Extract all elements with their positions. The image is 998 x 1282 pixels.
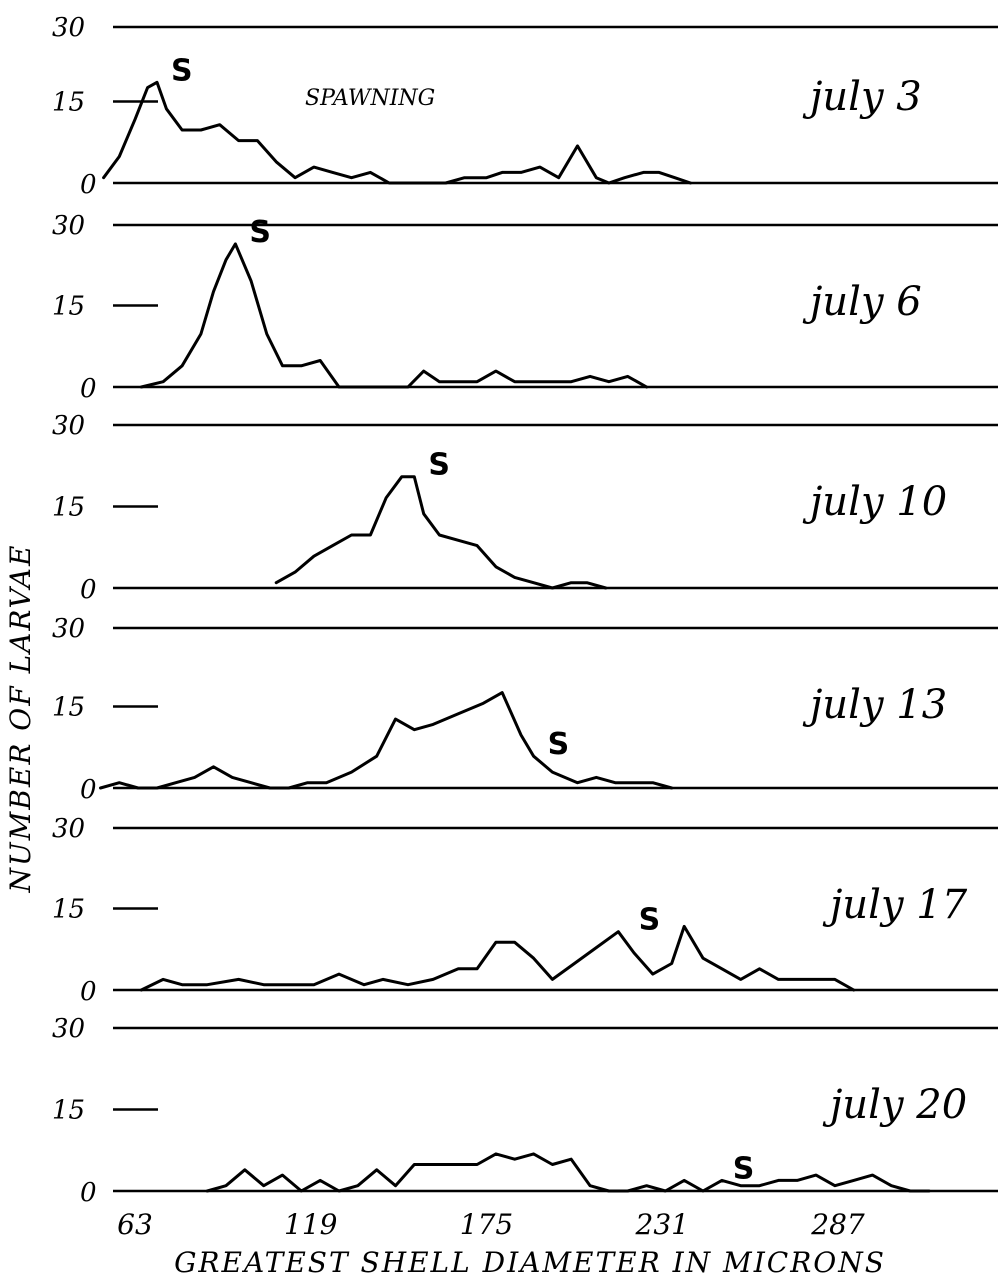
x-tick-labels: 63 119 175 231 287	[117, 1208, 865, 1241]
x-tick-label: 175	[460, 1208, 513, 1241]
x-tick-label: 119	[284, 1208, 337, 1241]
y-tick-0: 0	[80, 374, 97, 404]
y-tick-30: 30	[52, 211, 85, 241]
x-tick-label: 287	[810, 1208, 865, 1241]
series-line	[139, 924, 856, 992]
x-axis-label: GREATEST SHELL DIAMETER IN MICRONS	[174, 1246, 886, 1279]
y-tick-15: 15	[52, 88, 85, 118]
series-line	[102, 80, 692, 185]
panel-date-label: july 6	[802, 279, 922, 325]
series-line	[274, 475, 608, 590]
series-line	[139, 242, 649, 389]
series-line	[205, 1152, 931, 1193]
spawn-marker: S	[171, 53, 193, 88]
panel-date-label: july 17	[822, 882, 968, 928]
spawn-marker: S	[548, 727, 570, 762]
y-tick-30: 30	[52, 814, 85, 844]
spawning-annotation: SPAWNING	[305, 86, 435, 111]
y-axis-label: NUMBER OF LARVAE	[4, 544, 37, 894]
y-tick-15: 15	[52, 292, 85, 322]
y-tick-0: 0	[80, 1178, 97, 1208]
spawn-marker: S	[249, 215, 271, 250]
panel-date-label: july 13	[802, 682, 947, 728]
y-tick-15: 15	[52, 895, 85, 925]
spawn-marker: S	[733, 1151, 755, 1186]
y-tick-30: 30	[52, 411, 85, 441]
y-tick-15: 15	[52, 493, 85, 523]
x-tick-label: 63	[117, 1208, 153, 1241]
y-tick-0: 0	[80, 575, 97, 605]
y-tick-15: 15	[52, 1096, 85, 1126]
series-line	[99, 691, 674, 790]
panel-date-label: july 20	[822, 1082, 967, 1128]
y-tick-30: 30	[52, 614, 85, 644]
panel-5: 30 15 0 S july 17	[52, 814, 998, 1007]
spawn-marker: S	[639, 903, 661, 938]
spawn-marker: S	[428, 448, 450, 483]
y-tick-0: 0	[80, 977, 97, 1007]
y-tick-30: 30	[52, 1014, 85, 1044]
y-tick-0: 0	[80, 170, 97, 200]
x-tick-label: 231	[635, 1208, 689, 1241]
y-tick-15: 15	[52, 693, 85, 723]
y-tick-30: 30	[52, 13, 85, 43]
panel-date-label: july 3	[802, 74, 922, 120]
y-tick-0: 0	[80, 775, 97, 805]
panel-date-label: july 10	[802, 479, 947, 525]
